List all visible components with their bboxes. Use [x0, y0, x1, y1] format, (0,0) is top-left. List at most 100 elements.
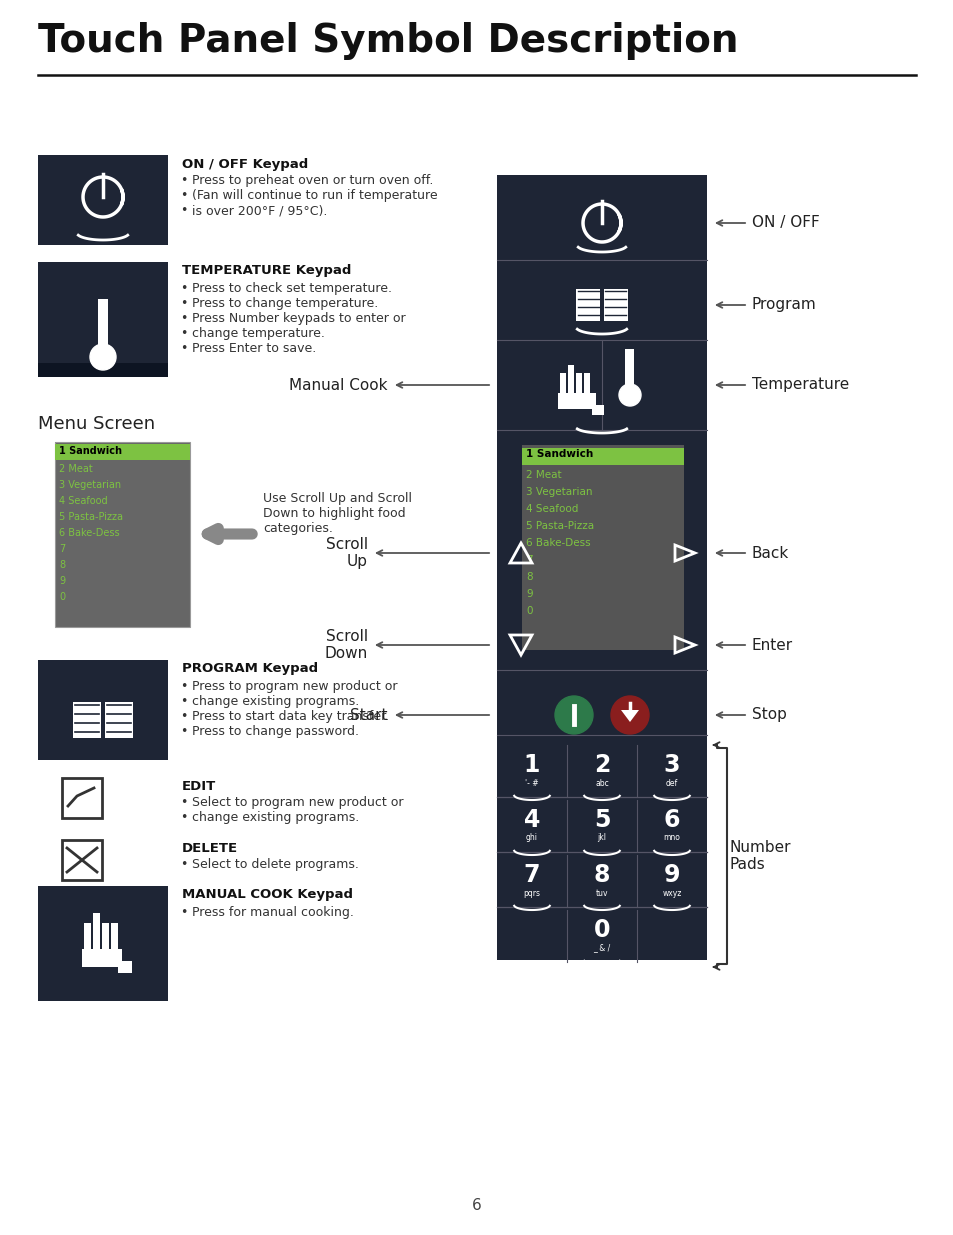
- Text: •: •: [180, 695, 187, 708]
- Text: •: •: [180, 906, 187, 919]
- Bar: [55, 442, 190, 627]
- Text: 8: 8: [59, 559, 65, 571]
- Text: pqrs: pqrs: [523, 888, 540, 898]
- Circle shape: [610, 697, 648, 734]
- Text: 6: 6: [472, 1198, 481, 1213]
- Text: 9: 9: [663, 863, 679, 887]
- Bar: [84, 923, 91, 951]
- Text: 4 Seafood: 4 Seafood: [525, 504, 578, 514]
- Text: Press Number keypads to enter or: Press Number keypads to enter or: [192, 312, 405, 325]
- Text: 0: 0: [59, 592, 65, 601]
- Text: jkl: jkl: [597, 834, 606, 842]
- Text: 9: 9: [59, 576, 65, 585]
- Bar: [38, 156, 168, 245]
- Text: Press to start data key transfer.: Press to start data key transfer.: [192, 710, 389, 722]
- Text: Press Enter to save.: Press Enter to save.: [192, 342, 315, 354]
- Text: Scroll
Up: Scroll Up: [326, 537, 368, 569]
- Text: (Fan will continue to run if temperature: (Fan will continue to run if temperature: [192, 189, 437, 203]
- Text: 2 Meat: 2 Meat: [525, 471, 561, 480]
- Text: Back: Back: [751, 546, 788, 561]
- Text: '- #: '- #: [525, 778, 538, 788]
- Text: Press for manual cooking.: Press for manual cooking.: [192, 906, 354, 919]
- Bar: [576, 289, 599, 321]
- Text: is over 200°F / 95°C).: is over 200°F / 95°C).: [192, 204, 327, 217]
- Circle shape: [90, 345, 116, 370]
- Text: Program: Program: [751, 298, 816, 312]
- Text: ON / OFF: ON / OFF: [751, 215, 819, 231]
- Text: •: •: [180, 710, 187, 722]
- Text: 4: 4: [523, 808, 539, 832]
- Bar: [576, 373, 581, 395]
- Circle shape: [555, 697, 593, 734]
- Text: 6: 6: [663, 808, 679, 832]
- Text: _ & /: _ & /: [593, 944, 610, 952]
- Text: change existing programs.: change existing programs.: [192, 695, 359, 708]
- Text: •: •: [180, 811, 187, 824]
- Text: Press to change temperature.: Press to change temperature.: [192, 296, 377, 310]
- Bar: [98, 299, 108, 347]
- Text: Touch Panel Symbol Description: Touch Panel Symbol Description: [38, 22, 738, 61]
- Text: TEMPERATURE Keypad: TEMPERATURE Keypad: [182, 264, 351, 277]
- Text: •: •: [180, 858, 187, 871]
- Bar: [521, 445, 683, 650]
- Text: Select to delete programs.: Select to delete programs.: [192, 858, 358, 871]
- Text: 1: 1: [523, 753, 539, 777]
- Text: Press to check set temperature.: Press to check set temperature.: [192, 282, 392, 295]
- Text: def: def: [665, 778, 678, 788]
- Text: 3 Vegetarian: 3 Vegetarian: [59, 480, 121, 490]
- Text: 9: 9: [525, 589, 532, 599]
- Bar: [55, 442, 190, 627]
- Bar: [38, 363, 168, 377]
- Text: EDIT: EDIT: [182, 781, 216, 793]
- Bar: [603, 289, 627, 321]
- Text: 2 Meat: 2 Meat: [59, 464, 92, 474]
- Text: 7: 7: [525, 555, 532, 564]
- Text: Menu Screen: Menu Screen: [38, 415, 155, 433]
- Bar: [559, 373, 565, 395]
- Bar: [558, 393, 596, 409]
- Text: Temperature: Temperature: [751, 378, 848, 393]
- Bar: [567, 366, 574, 395]
- Bar: [62, 778, 102, 818]
- Text: •: •: [180, 204, 187, 217]
- Bar: [592, 405, 603, 415]
- Bar: [38, 885, 168, 1002]
- Bar: [118, 961, 132, 973]
- Text: Press to change password.: Press to change password.: [192, 725, 358, 739]
- Text: 8: 8: [525, 572, 532, 582]
- Text: •: •: [180, 680, 187, 693]
- Text: Press to preheat oven or turn oven off.: Press to preheat oven or turn oven off.: [192, 174, 433, 186]
- Text: •: •: [180, 174, 187, 186]
- Text: Start: Start: [350, 708, 388, 722]
- Text: Scroll
Down: Scroll Down: [324, 629, 368, 661]
- Circle shape: [618, 384, 640, 406]
- Text: •: •: [180, 189, 187, 203]
- Text: abc: abc: [595, 778, 608, 788]
- Text: Press to program new product or: Press to program new product or: [192, 680, 397, 693]
- Text: 7: 7: [59, 543, 65, 555]
- Bar: [73, 701, 101, 739]
- Text: •: •: [180, 282, 187, 295]
- Text: PROGRAM Keypad: PROGRAM Keypad: [182, 662, 317, 676]
- Text: tuv: tuv: [595, 888, 608, 898]
- Text: •: •: [180, 327, 187, 340]
- Text: 6 Bake-Dess: 6 Bake-Dess: [525, 538, 590, 548]
- Text: Number
Pads: Number Pads: [729, 840, 791, 872]
- Text: 6 Bake-Dess: 6 Bake-Dess: [59, 529, 119, 538]
- Text: •: •: [180, 725, 187, 739]
- Text: •: •: [180, 312, 187, 325]
- Text: 1 Sandwich: 1 Sandwich: [59, 446, 122, 456]
- Text: Stop: Stop: [751, 708, 786, 722]
- Text: 0: 0: [525, 606, 532, 616]
- Text: 0: 0: [593, 918, 610, 942]
- Text: •: •: [180, 797, 187, 809]
- Bar: [92, 913, 100, 951]
- Text: 3 Vegetarian: 3 Vegetarian: [525, 487, 592, 496]
- Text: 2: 2: [593, 753, 610, 777]
- Text: 5: 5: [593, 808, 610, 832]
- Bar: [567, 373, 574, 395]
- Text: 5 Pasta-Pizza: 5 Pasta-Pizza: [525, 521, 594, 531]
- Text: Select to program new product or: Select to program new product or: [192, 797, 403, 809]
- Bar: [62, 840, 102, 881]
- Text: Manual Cook: Manual Cook: [289, 378, 388, 393]
